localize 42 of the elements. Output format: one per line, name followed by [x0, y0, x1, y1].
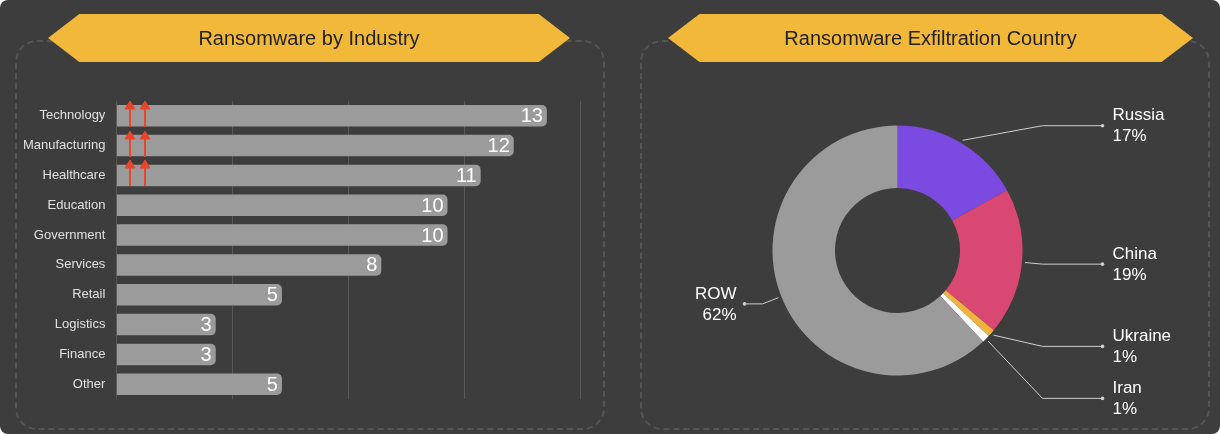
bar [116, 313, 216, 336]
bar [116, 254, 382, 276]
data-label: 12 [487, 134, 510, 157]
bar [116, 224, 448, 246]
data-label: 1% [1112, 399, 1138, 419]
data-label: 3 [200, 342, 212, 365]
bar [116, 104, 547, 127]
y-tick-label: Retail [72, 286, 106, 302]
data-label: 3 [200, 313, 212, 336]
y-tick-label: Education [47, 196, 106, 212]
data-label: 8 [366, 253, 378, 276]
bar [116, 373, 282, 396]
bar [116, 194, 448, 216]
chart-title: Ransomware Exfiltration Country [668, 14, 1193, 62]
bar [116, 343, 216, 366]
slice-label: China [1112, 243, 1158, 263]
y-tick-label: Technology [39, 107, 106, 123]
data-label: 5 [266, 372, 278, 395]
data-label: 1% [1112, 347, 1138, 367]
data-label: 10 [421, 223, 444, 246]
bar [116, 134, 514, 157]
slice-label: Russia [1112, 105, 1166, 125]
y-tick-label: Manufacturing [22, 137, 106, 153]
y-tick-label: Logistics [54, 316, 106, 332]
data-label: 19% [1112, 264, 1147, 284]
y-tick-label: Healthcare [42, 166, 106, 182]
y-tick-label: Government [33, 226, 106, 242]
y-tick-label: Other [72, 375, 107, 391]
data-label: 11 [455, 163, 477, 186]
data-label: 5 [266, 283, 278, 306]
bar [116, 164, 481, 187]
y-tick-label: Services [55, 256, 106, 272]
y-tick-label: Finance [59, 346, 106, 362]
data-label: 10 [421, 193, 444, 216]
slice-label: Ukraine [1112, 326, 1172, 346]
slice-label: Iran [1112, 378, 1142, 398]
data-label: 13 [520, 104, 543, 127]
data-label: 62% [702, 304, 737, 324]
chart-title: Ransomware by Industry [48, 14, 570, 62]
data-label: 17% [1112, 126, 1147, 146]
slice-label: ROW [694, 283, 737, 303]
bar [116, 284, 282, 306]
